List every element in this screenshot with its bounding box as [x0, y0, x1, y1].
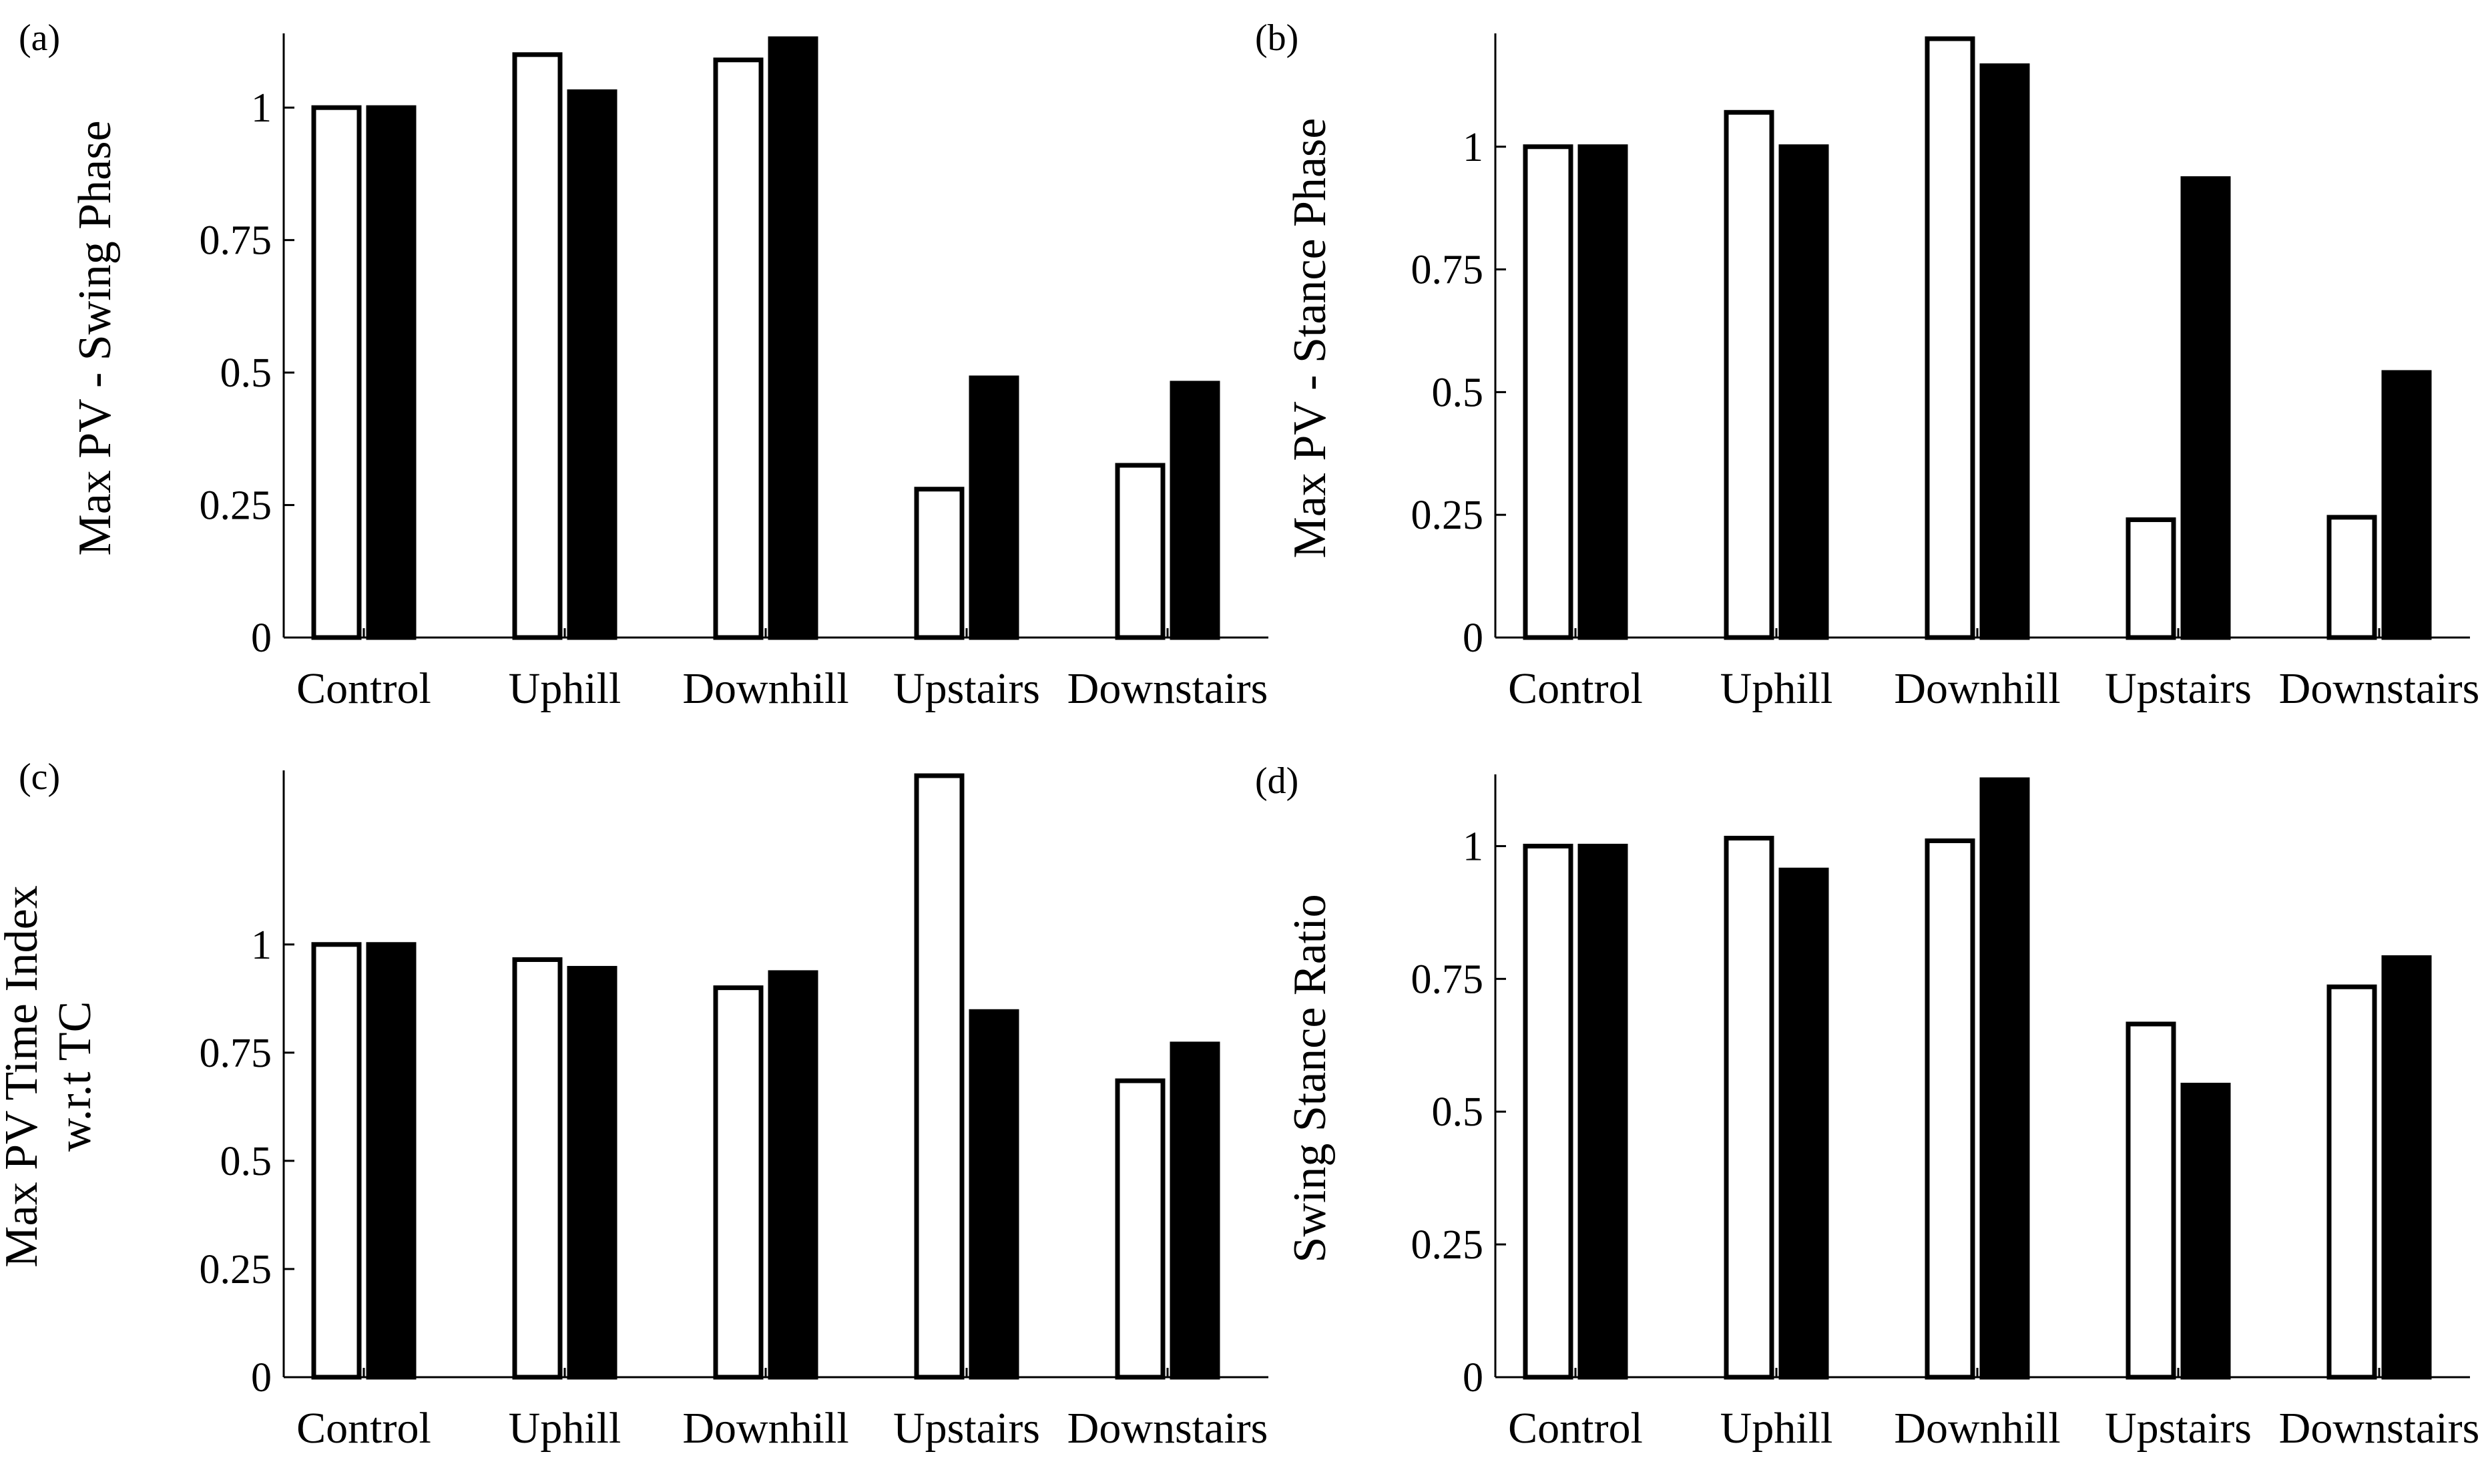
- bar-open-upstairs: [914, 487, 965, 640]
- bar-open-control: [1523, 843, 1573, 1380]
- bar-filled-downhill: [768, 970, 818, 1380]
- bar-open-downstairs: [2326, 984, 2377, 1380]
- bar-open-upstairs: [2126, 517, 2176, 640]
- bar-open-control: [311, 942, 362, 1380]
- y-tick-label: 1: [251, 85, 272, 131]
- x-tick-label-control: Control: [1508, 1404, 1643, 1453]
- y-tick-label: 0.75: [1411, 957, 1484, 1002]
- chart-panel-c: Control Uphill Downhill Upstairs Downstairs 0…: [0, 756, 1268, 1453]
- bar-open-downhill: [1925, 36, 1975, 640]
- x-tick-label-control: Control: [296, 664, 431, 713]
- bar-open-downhill: [713, 57, 764, 640]
- bar-filled-downstairs: [1170, 1041, 1220, 1380]
- x-tick-label-uphill: Uphill: [509, 664, 621, 713]
- y-tick-label: 0.5: [220, 1139, 272, 1184]
- x-tick-label-control: Control: [1508, 664, 1643, 713]
- bar-filled-upstairs: [969, 1009, 1019, 1380]
- y-tick-label: 0: [251, 1355, 272, 1401]
- x-tick-label-upstairs: Upstairs: [893, 664, 1040, 713]
- y-axis-label: Swing Stance Ratio: [1284, 894, 1336, 1262]
- y-tick-label: 0: [1463, 615, 1483, 661]
- x-tick-label-downhill: Downhill: [1894, 664, 2060, 713]
- bar-open-upstairs: [2126, 1021, 2176, 1380]
- y-tick-label: 0.5: [1432, 1089, 1484, 1135]
- x-tick-label-upstairs: Upstairs: [2105, 1404, 2252, 1453]
- y-tick-label: 0.25: [200, 483, 272, 529]
- bar-filled-upstairs: [969, 375, 1019, 640]
- bar-filled-control: [1577, 144, 1628, 640]
- x-tick-label-uphill: Uphill: [509, 1404, 621, 1453]
- bar-filled-uphill: [1778, 867, 1829, 1380]
- y-tick-label: 0.25: [1411, 1222, 1484, 1268]
- bar-open-downhill: [713, 985, 764, 1380]
- y-tick-label: 0.5: [1432, 370, 1484, 415]
- y-axis-label: Max PV - Stance Phase: [1284, 118, 1336, 559]
- x-tick-label-uphill: Uphill: [1720, 1404, 1833, 1453]
- y-tick-label: 0.75: [200, 1031, 272, 1076]
- chart-panel-d: Control Uphill Downhill Upstairs Downstairs 0…: [1255, 760, 2479, 1453]
- bar-filled-uphill: [567, 965, 617, 1380]
- bar-filled-downstairs: [1170, 381, 1220, 640]
- panel-label: (b): [1255, 17, 1298, 59]
- y-tick-label: 0.5: [220, 350, 272, 396]
- chart-panel-a: Control Uphill Downhill Upstairs Downstairs 0…: [19, 17, 1268, 713]
- y-tick-label: 0: [1463, 1355, 1483, 1401]
- x-tick-label-downhill: Downhill: [1894, 1404, 2060, 1453]
- y-tick-label: 0.75: [200, 218, 272, 264]
- panel-label: (d): [1255, 760, 1298, 802]
- bar-filled-downstairs: [2381, 955, 2432, 1380]
- bar-filled-upstairs: [2180, 176, 2231, 640]
- x-tick-label-downhill: Downhill: [682, 664, 848, 713]
- y-tick-label: 0.75: [1411, 248, 1484, 293]
- x-tick-label-downstairs: Downstairs: [2279, 1404, 2480, 1453]
- bar-open-control: [311, 105, 362, 640]
- panel-label: (c): [19, 756, 60, 798]
- x-tick-label-downhill: Downhill: [682, 1404, 848, 1453]
- x-tick-label-upstairs: Upstairs: [893, 1404, 1040, 1453]
- bar-filled-control: [366, 942, 417, 1380]
- bar-filled-downstairs: [2381, 370, 2432, 640]
- bar-open-downhill: [1925, 838, 1975, 1380]
- x-tick-label-uphill: Uphill: [1720, 664, 1833, 713]
- x-tick-label-downstairs: Downstairs: [1067, 1404, 1268, 1453]
- x-tick-label-downstairs: Downstairs: [1067, 664, 1268, 713]
- bar-filled-downhill: [1979, 777, 2030, 1380]
- bar-filled-control: [366, 105, 417, 640]
- chart-panel-b: Control Uphill Downhill Upstairs Downstairs 0…: [1255, 17, 2479, 713]
- bar-open-downstairs: [2326, 515, 2377, 640]
- bar-filled-control: [1577, 843, 1628, 1380]
- y-axis-label: Max PV - Swing Phase: [69, 120, 121, 555]
- bar-open-uphill: [1724, 109, 1774, 640]
- bar-open-uphill: [1724, 836, 1774, 1380]
- bar-open-upstairs: [914, 773, 965, 1380]
- bar-open-control: [1523, 144, 1573, 640]
- bar-open-downstairs: [1115, 1078, 1166, 1380]
- y-tick-label: 1: [1463, 125, 1483, 170]
- y-axis-label: w.r.t TC: [49, 1001, 101, 1152]
- bar-filled-uphill: [567, 89, 617, 640]
- bar-filled-downhill: [1979, 63, 2030, 640]
- bar-open-downstairs: [1115, 463, 1166, 640]
- panel-label: (a): [19, 17, 60, 59]
- y-tick-label: 0: [251, 615, 272, 661]
- x-tick-label-control: Control: [296, 1404, 431, 1453]
- bar-open-uphill: [512, 957, 563, 1380]
- y-tick-label: 1: [1463, 824, 1483, 869]
- y-tick-label: 1: [251, 923, 272, 968]
- y-tick-label: 0.25: [1411, 493, 1484, 538]
- bar-filled-upstairs: [2180, 1082, 2231, 1380]
- x-tick-label-upstairs: Upstairs: [2105, 664, 2252, 713]
- x-tick-label-downstairs: Downstairs: [2279, 664, 2480, 713]
- y-tick-label: 0.25: [200, 1247, 272, 1292]
- y-axis-label: Max PV Time Index: [0, 885, 47, 1267]
- bar-filled-downhill: [768, 36, 818, 640]
- bar-filled-uphill: [1778, 144, 1829, 640]
- bar-open-uphill: [512, 52, 563, 640]
